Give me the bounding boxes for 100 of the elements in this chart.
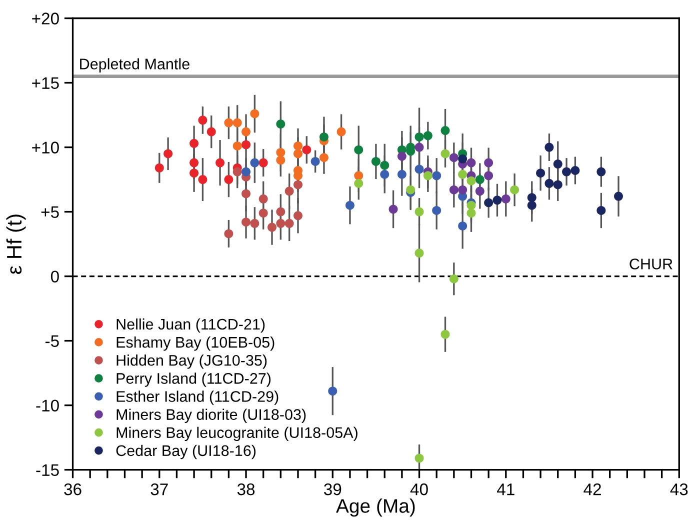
point <box>475 175 484 184</box>
point <box>484 198 494 208</box>
legend-label: Eshamy Bay (10EB-05) <box>116 336 274 351</box>
point <box>380 160 390 170</box>
y-axis-title: ε Hf (t) <box>6 214 26 274</box>
point <box>258 194 268 204</box>
point <box>440 149 450 158</box>
point <box>164 149 173 158</box>
point <box>250 218 260 228</box>
point <box>242 167 251 176</box>
x-tick-label: 43 <box>670 483 688 496</box>
point <box>414 207 424 216</box>
point <box>544 142 554 152</box>
point <box>293 180 302 190</box>
legend-label: Esther Island (11CD-29) <box>116 390 278 405</box>
y-tick-label: +15 <box>32 77 59 89</box>
point <box>354 178 364 188</box>
x-tick-label: 37 <box>150 483 168 496</box>
point <box>190 158 199 168</box>
legend-label: Perry Island (11CD-27) <box>116 372 271 387</box>
point <box>466 208 476 218</box>
point <box>216 158 225 168</box>
point <box>242 127 251 136</box>
point <box>414 164 424 174</box>
point <box>250 109 260 118</box>
point <box>501 194 510 204</box>
y-tick-label: +10 <box>32 142 59 154</box>
point <box>510 185 520 194</box>
point <box>198 116 208 125</box>
point <box>190 138 199 148</box>
point <box>154 163 164 172</box>
point <box>397 170 406 179</box>
point <box>345 200 354 210</box>
point <box>242 140 251 150</box>
legend-label: Hidden Bay (JG10-35) <box>116 354 267 369</box>
point <box>276 207 286 216</box>
legend-label: Cedar Bay (UI18-16) <box>116 444 256 460</box>
point <box>458 185 468 194</box>
point <box>293 141 302 150</box>
point <box>484 158 494 168</box>
point <box>397 152 406 161</box>
point <box>544 178 554 188</box>
point <box>232 118 242 128</box>
point <box>328 386 338 396</box>
x-tick-label: 36 <box>64 483 82 496</box>
point <box>432 171 442 180</box>
point <box>224 175 234 184</box>
point <box>596 167 606 176</box>
y-tick-label: -10 <box>36 400 59 412</box>
point <box>293 149 302 158</box>
point <box>276 120 286 129</box>
x-tick-label: 38 <box>237 483 255 496</box>
x-tick-label: 41 <box>497 484 514 496</box>
point <box>527 200 536 210</box>
legend-label: Nellie Juan (11CD-21) <box>116 318 265 333</box>
point <box>414 248 424 258</box>
point <box>319 132 328 142</box>
point <box>232 141 242 150</box>
y-tick-label: -5 <box>45 335 59 347</box>
point <box>614 192 624 201</box>
point <box>250 158 260 168</box>
point <box>423 171 432 180</box>
point <box>484 171 494 180</box>
point <box>198 175 208 184</box>
point <box>190 168 199 178</box>
point <box>414 142 424 152</box>
point <box>276 218 286 228</box>
point <box>276 148 286 157</box>
point <box>380 170 390 179</box>
point <box>596 206 606 215</box>
y-tick-label: 0 <box>50 270 59 282</box>
point <box>354 171 364 180</box>
point <box>440 126 450 136</box>
point <box>336 127 346 136</box>
point <box>458 154 468 164</box>
point <box>492 196 502 205</box>
y-tick-label: +20 <box>32 12 59 24</box>
point <box>242 189 251 198</box>
point <box>388 204 398 214</box>
point <box>527 193 536 202</box>
y-tick-label: +5 <box>41 206 59 218</box>
point <box>258 158 268 168</box>
point <box>449 274 458 284</box>
point <box>553 180 562 190</box>
y-tick-label: -15 <box>36 464 59 476</box>
point <box>310 156 320 166</box>
point <box>466 200 476 210</box>
point <box>423 131 432 140</box>
point <box>224 118 234 128</box>
point <box>475 186 484 196</box>
point <box>449 185 458 194</box>
point <box>284 218 294 228</box>
point <box>570 166 580 175</box>
x-axis-title: Age (Ma) <box>336 498 415 517</box>
point <box>458 170 468 179</box>
point <box>242 218 251 227</box>
point <box>319 153 328 162</box>
point <box>449 153 458 162</box>
point <box>258 208 268 218</box>
point <box>440 330 450 339</box>
